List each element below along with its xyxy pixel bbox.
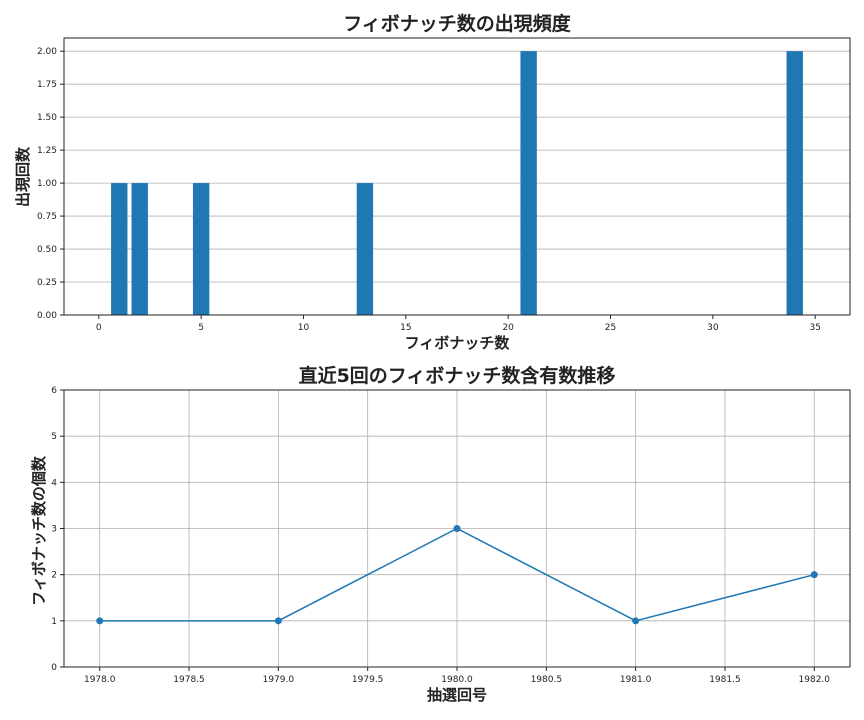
chart2-ytick-label: 0 [51,663,57,673]
chart2-ytick-label: 6 [51,386,57,396]
chart2-ylabel: フィボナッチ数の個数 [30,455,48,606]
chart1-xtick-label: 0 [96,323,102,333]
chart2-ytick-label: 3 [51,525,57,535]
chart1-ytick-label: 0.00 [37,311,57,321]
chart1-xtick-label: 25 [605,323,616,333]
chart1-bar [786,51,803,315]
chart1-bar [111,183,128,315]
chart2-point [632,617,640,625]
chart2-ytick-label: 2 [51,571,57,581]
chart1-ytick-label: 1.25 [37,146,57,156]
chart1-xtick-label: 30 [707,323,719,333]
chart1-bar [131,183,148,315]
chart2-point [96,617,104,625]
chart1-ytick-label: 0.50 [37,245,57,255]
chart2-ytick-label: 5 [51,432,57,442]
chart2-xtick-label: 1978.5 [173,675,205,685]
chart2-xtick-label: 1981.5 [709,675,741,685]
chart2-ytick-label: 1 [51,617,57,627]
chart2-point [274,617,282,625]
chart1-xtick-label: 20 [502,323,514,333]
chart1-ytick-label: 1.00 [37,179,57,189]
chart2-xtick-label: 1978.0 [84,675,116,685]
chart1-bar [520,51,537,315]
fibonacci-trend-chart: 直近5回のフィボナッチ数含有数推移 1978.0 1978.5 1979.0 1979… [30,364,851,704]
chart1-title: フィボナッチ数の出現頻度 [343,12,572,35]
chart1-xtick-label: 15 [400,323,411,333]
chart2-xtick-label: 1980.0 [441,675,473,685]
chart2-xtick-label: 1982.0 [799,675,831,685]
chart1-bar [356,183,374,315]
chart2-xtick-label: 1979.0 [263,675,295,685]
chart1-bar [192,183,210,315]
fibonacci-frequency-chart: フィボナッチ数の出現頻度 0 5 10 15 20 25 30 35 0.00 0.25 0.50… [14,12,851,352]
chart1-xtick-label: 10 [298,323,310,333]
chart2-point [810,571,818,579]
chart1-xtick-label: 5 [198,323,204,333]
chart1-ytick-label: 2.00 [37,47,57,57]
chart2-title: 直近5回のフィボナッチ数含有数推移 [299,364,616,387]
chart1-ytick-label: 1.75 [37,80,57,90]
chart2-xtick-label: 1981.0 [620,675,652,685]
chart1-plot-frame [63,37,851,316]
chart1-ylabel: 出現回数 [14,146,32,207]
chart1-ytick-label: 1.50 [37,113,57,123]
chart2-xtick-label: 1980.5 [531,675,563,685]
chart2-point [453,525,461,532]
chart2-xtick-label: 1979.5 [352,675,384,685]
chart1-ytick-label: 0.75 [37,212,57,222]
chart1-xtick-label: 35 [809,323,820,333]
chart2-ytick-label: 4 [51,478,57,488]
chart2-xlabel: 抽選回号 [427,686,487,704]
chart1-ytick-label: 0.25 [37,278,57,288]
chart1-xlabel: フィボナッチ数 [405,334,511,352]
